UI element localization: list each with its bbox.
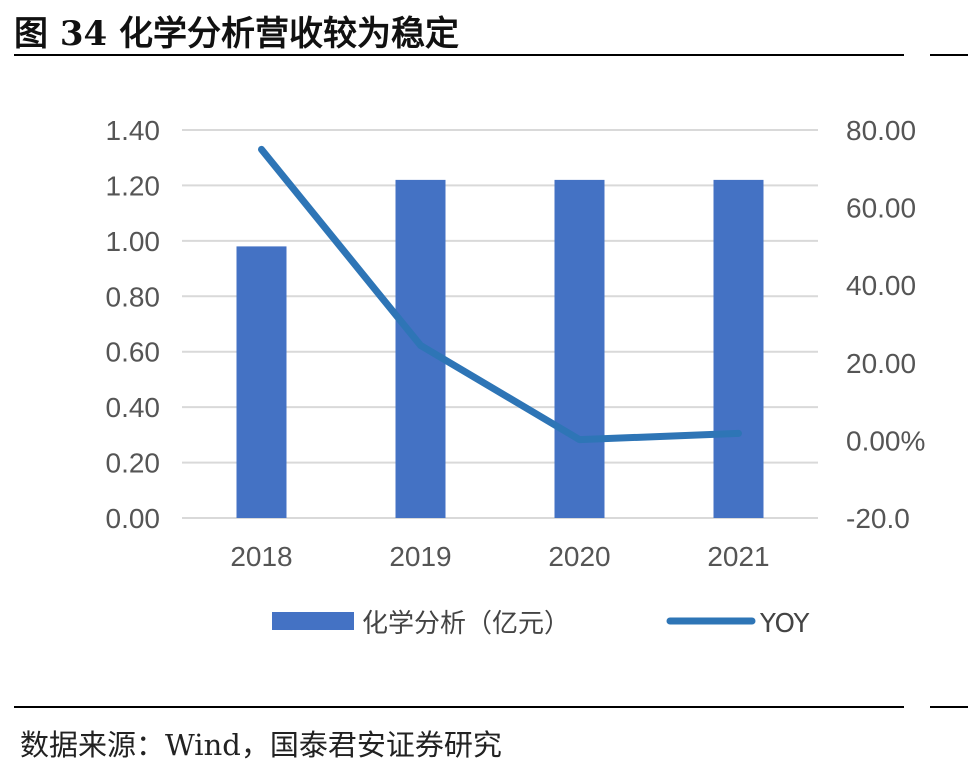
left-tick-label: 0.80 xyxy=(106,281,161,312)
source-rule xyxy=(14,706,904,708)
left-tick-label: 0.60 xyxy=(106,337,161,368)
yoy-line xyxy=(258,145,742,444)
bar xyxy=(554,179,605,518)
bar xyxy=(713,179,764,518)
left-axis-ticks: 0.00 0.20 0.40 0.60 0.80 1.00 1.20 1.40 xyxy=(106,115,161,534)
source-rule-right xyxy=(930,706,968,708)
legend-line-label: YOY xyxy=(759,609,810,639)
x-tick-label: 2018 xyxy=(230,541,292,572)
right-tick-label: 60.00 xyxy=(846,193,916,224)
x-tick-label: 2019 xyxy=(389,541,451,572)
legend-bar-label: 化学分析（亿元） xyxy=(362,609,570,639)
x-axis-ticks: 2018 2019 2020 2021 xyxy=(230,541,769,572)
legend: 化学分析（亿元） YOY xyxy=(272,609,810,639)
left-tick-label: 1.00 xyxy=(106,226,161,257)
bar xyxy=(236,246,287,518)
right-tick-label: 20.00 xyxy=(846,348,916,379)
title-rule xyxy=(14,54,904,56)
left-tick-label: 1.40 xyxy=(106,115,161,146)
x-tick-label: 2021 xyxy=(707,541,769,572)
title-rule-right xyxy=(930,54,968,56)
left-tick-label: 0.40 xyxy=(106,392,161,423)
right-axis-ticks: -20.0 0.00% 20.00 40.00 60.00 80.00 xyxy=(846,115,925,534)
right-tick-label: -20.0 xyxy=(846,503,910,534)
right-tick-label: 40.00 xyxy=(846,270,916,301)
chart: 0.00 0.20 0.40 0.60 0.80 1.00 1.20 1.40 -20.0 0.… xyxy=(106,115,926,639)
legend-bar-swatch xyxy=(272,612,354,630)
left-tick-label: 0.20 xyxy=(106,448,161,479)
line-series xyxy=(258,145,742,444)
x-tick-label: 2020 xyxy=(548,541,610,572)
right-tick-label: 80.00 xyxy=(846,115,916,146)
source-note: 数据来源：Wind，国泰君安证券研究 xyxy=(20,728,502,762)
bar-series xyxy=(236,179,764,518)
left-tick-label: 1.20 xyxy=(106,170,161,201)
right-tick-label: 0.00% xyxy=(846,425,925,456)
figure-title: 图 34 化学分析营收较为稳定 xyxy=(14,14,459,54)
left-tick-label: 0.00 xyxy=(106,503,161,534)
